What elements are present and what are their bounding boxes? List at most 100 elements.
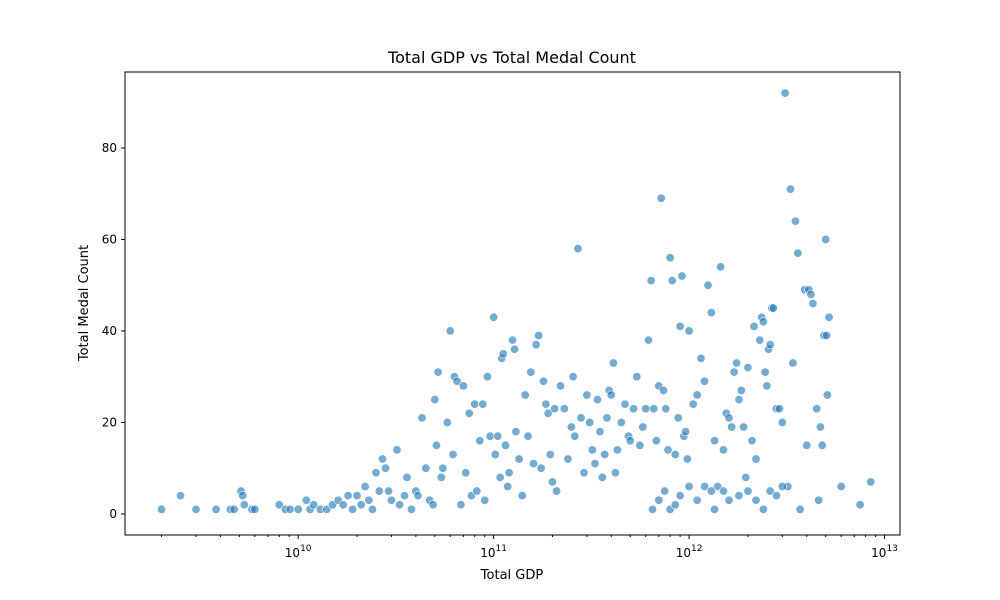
data-point — [301, 495, 311, 505]
data-point — [682, 454, 692, 464]
data-point — [511, 427, 521, 437]
data-point — [590, 459, 600, 469]
data-point — [526, 367, 536, 377]
data-point — [478, 399, 488, 409]
data-point — [718, 486, 728, 496]
data-point — [771, 491, 781, 501]
data-point — [430, 395, 440, 405]
data-point — [743, 486, 753, 496]
data-point — [610, 468, 620, 478]
data-point — [710, 504, 720, 514]
data-point — [822, 331, 832, 341]
data-point — [762, 381, 772, 391]
data-point — [755, 335, 765, 345]
data-point — [592, 395, 602, 405]
data-point — [433, 367, 443, 377]
data-point — [641, 404, 651, 414]
data-point — [482, 372, 492, 382]
data-point — [765, 486, 775, 496]
data-point — [534, 331, 544, 341]
plot-area — [157, 88, 876, 514]
data-point — [670, 500, 680, 510]
x-tick-label: 1011 — [480, 544, 507, 560]
data-point — [417, 413, 427, 423]
data-point — [785, 184, 795, 194]
data-point — [600, 449, 610, 459]
data-point — [464, 408, 474, 418]
data-point — [660, 486, 670, 496]
data-point — [517, 491, 527, 501]
data-point — [352, 491, 362, 501]
data-point — [585, 417, 595, 427]
data-point — [758, 504, 768, 514]
data-point — [489, 312, 499, 322]
data-point — [250, 504, 260, 514]
data-point — [568, 372, 578, 382]
data-point — [703, 280, 713, 290]
data-point — [563, 454, 573, 464]
data-point — [855, 500, 865, 510]
data-point — [788, 358, 798, 368]
data-point — [470, 399, 480, 409]
data-point — [684, 326, 694, 336]
data-point — [547, 477, 557, 487]
data-point — [651, 436, 661, 446]
data-point — [556, 381, 566, 391]
data-point — [348, 504, 358, 514]
data-point — [508, 335, 518, 345]
data-point — [836, 481, 846, 491]
data-point — [356, 500, 366, 510]
data-point — [654, 495, 664, 505]
data-point — [559, 404, 569, 414]
data-point — [777, 481, 787, 491]
data-point — [493, 431, 503, 441]
data-point — [808, 298, 818, 308]
data-point — [428, 500, 438, 510]
data-point — [817, 440, 827, 450]
data-point — [395, 500, 405, 510]
data-point — [812, 404, 822, 414]
data-point — [285, 504, 295, 514]
data-point — [727, 422, 737, 432]
data-point — [238, 491, 248, 501]
data-point — [374, 486, 384, 496]
data-point — [734, 491, 744, 501]
data-point — [392, 445, 402, 455]
y-tick-label: 20 — [102, 415, 117, 429]
data-point — [663, 445, 673, 455]
data-point — [612, 445, 622, 455]
data-point — [406, 504, 416, 514]
data-point — [570, 431, 580, 441]
y-tick-label: 0 — [109, 507, 117, 521]
data-point — [579, 468, 589, 478]
data-point — [718, 445, 728, 455]
data-point — [239, 500, 249, 510]
data-point — [367, 504, 377, 514]
data-point — [625, 436, 635, 446]
data-point — [684, 481, 694, 491]
data-point — [413, 491, 423, 501]
data-point — [431, 440, 441, 450]
data-point — [371, 468, 381, 478]
data-point — [421, 463, 431, 473]
y-tick-label: 80 — [102, 141, 117, 155]
data-point — [229, 504, 239, 514]
data-point — [402, 472, 412, 482]
data-point — [480, 495, 490, 505]
data-point — [661, 404, 671, 414]
data-point — [802, 440, 812, 450]
data-point — [648, 504, 658, 514]
data-point — [760, 367, 770, 377]
data-point — [514, 454, 524, 464]
data-point — [706, 308, 716, 318]
data-point — [696, 353, 706, 363]
data-point — [675, 491, 685, 501]
data-point — [692, 495, 702, 505]
y-tick-label: 60 — [102, 232, 117, 246]
data-point — [706, 486, 716, 496]
data-point — [485, 431, 495, 441]
data-point — [541, 399, 551, 409]
data-point — [736, 385, 746, 395]
data-point — [458, 381, 468, 391]
